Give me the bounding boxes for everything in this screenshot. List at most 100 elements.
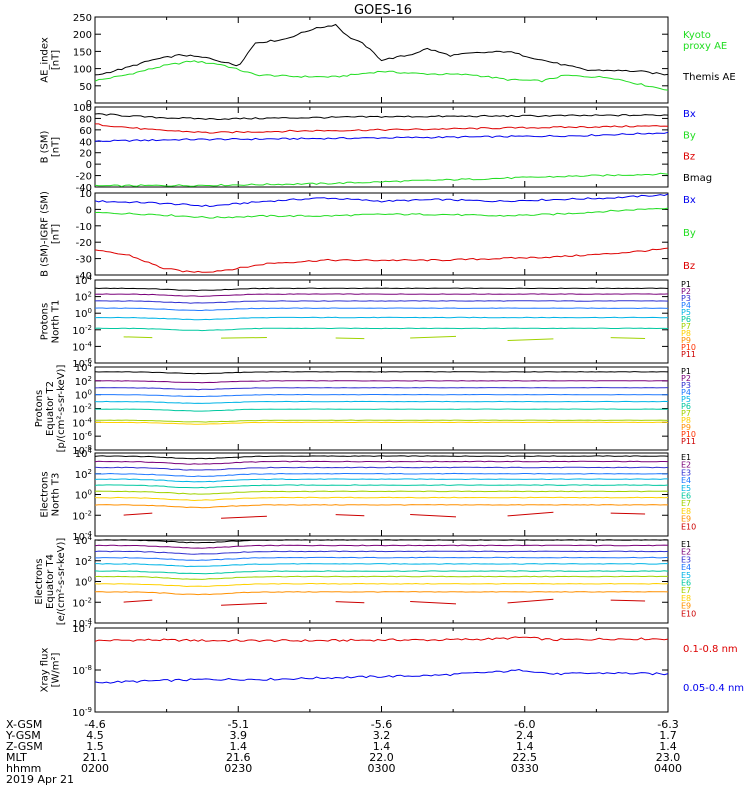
- series-line-by: [94, 207, 669, 219]
- channel-legend-label: P10: [681, 343, 696, 352]
- legend-label: By: [683, 130, 696, 141]
- series-line-p2: [95, 380, 669, 384]
- y-tick-label: 10-2: [72, 403, 92, 416]
- x-axis-value: -5.6: [371, 718, 392, 731]
- channel-legend-label: E10: [681, 609, 696, 618]
- series-segment-e10: [221, 515, 267, 519]
- channel-legend-label: P6: [681, 402, 691, 411]
- x-axis-value: 2.4: [516, 729, 534, 742]
- channel-legend-label: P9: [681, 423, 691, 432]
- series-line-p4: [94, 307, 669, 311]
- series-line-p1: [94, 287, 669, 292]
- series-segment-e10: [221, 602, 267, 606]
- plot-title: GOES-16: [354, 3, 412, 18]
- y-tick-label: 100: [75, 389, 92, 402]
- channel-legend-label: P10: [681, 430, 696, 439]
- y-axis-label: Equator T4: [45, 554, 56, 609]
- legend-label: By: [683, 228, 696, 239]
- y-tick-label: -40: [76, 271, 92, 282]
- y-tick-label: 10-2: [72, 596, 92, 609]
- channel-legend-label: E2: [681, 548, 691, 557]
- channel-legend-label: P5: [681, 395, 691, 404]
- y-tick-label: 50: [79, 82, 92, 93]
- y-tick-label: -20: [76, 238, 92, 249]
- series-segment-p7: [221, 337, 267, 339]
- channel-legend-label: E8: [681, 594, 691, 603]
- x-axis-row-label: Z-GSM: [6, 740, 43, 753]
- y-axis-label: [nT]: [51, 224, 62, 244]
- channel-legend-label: E6: [681, 492, 691, 501]
- y-tick-label: 10-6: [72, 430, 92, 443]
- series-line-e7: [94, 575, 668, 580]
- x-axis-value: 0200: [81, 762, 109, 775]
- channel-legend-label: E4: [681, 476, 691, 485]
- x-axis-value: 1.4: [230, 740, 248, 753]
- y-axis-label: Xray flux: [40, 648, 51, 693]
- channel-legend-label: E7: [681, 499, 691, 508]
- series-line-p5: [94, 400, 669, 404]
- y-tick-label: 100: [75, 307, 92, 320]
- x-axis-value: 0230: [224, 762, 252, 775]
- y-axis-label: [nT]: [51, 50, 62, 70]
- series-segment-p7: [507, 338, 554, 341]
- series-line-p3: [94, 300, 669, 304]
- series-line-e3: [94, 550, 669, 555]
- x-axis-value: 1.4: [659, 740, 677, 753]
- channel-legend-label: P11: [681, 437, 696, 446]
- x-axis-value: -6.0: [514, 718, 535, 731]
- series-segment-p7: [123, 336, 153, 339]
- y-axis-label: [e/(cm²-s-sr-keV)]: [56, 538, 67, 626]
- channel-legend-label: P3: [681, 381, 691, 390]
- y-tick-label: 0: [86, 99, 92, 110]
- channel-legend-label: P8: [681, 329, 691, 338]
- panel-frame: [94, 452, 669, 537]
- y-tick-label: 102: [75, 468, 92, 481]
- series-line-0-05-0-4-nm: [94, 668, 669, 684]
- series-segment-e10: [507, 511, 554, 517]
- channel-legend-label: E9: [681, 602, 691, 611]
- x-axis-value: 3.9: [230, 729, 248, 742]
- y-tick-label: 104: [75, 534, 93, 547]
- y-tick-label: -30: [76, 255, 92, 266]
- legend-label: 0.1-0.8 nm: [683, 644, 738, 655]
- y-axis-label: Electrons: [40, 471, 51, 517]
- channel-legend-label: E5: [681, 571, 691, 580]
- series-line-e1: [94, 539, 669, 544]
- series-line-by: [94, 172, 669, 188]
- x-axis-value: 22.0: [369, 751, 394, 764]
- channel-legend-label: P4: [681, 301, 691, 310]
- series-segment-e10: [335, 514, 365, 517]
- series-line-p2: [94, 293, 669, 297]
- y-tick-label: 10-7: [72, 622, 92, 635]
- series-line-e8: [94, 582, 669, 588]
- series-segment-p7: [610, 337, 646, 339]
- series-line-0-1-0-8-nm: [94, 636, 669, 643]
- series-segment-e10: [410, 601, 457, 605]
- x-axis-value: 21.1: [83, 751, 108, 764]
- y-tick-label: 40: [79, 137, 92, 148]
- channel-legend-label: E3: [681, 468, 691, 477]
- series-segment-p7: [410, 335, 457, 339]
- series-line-p6: [95, 408, 669, 412]
- channel-legend-label: E1: [681, 540, 691, 549]
- x-axis-value: 0330: [511, 762, 539, 775]
- series-line-bx: [94, 131, 669, 142]
- y-tick-label: 10-2: [72, 324, 92, 337]
- y-axis-label: Protons: [34, 390, 45, 427]
- channel-legend-label: P4: [681, 388, 691, 397]
- series-line-p6: [94, 327, 669, 332]
- channel-legend-label: P7: [681, 322, 691, 331]
- channel-legend-label: E2: [681, 461, 691, 470]
- channel-legend-label: P11: [681, 350, 696, 359]
- series-line-e2: [94, 544, 669, 549]
- channel-legend-label: P1: [681, 280, 691, 289]
- y-tick-label: -10: [76, 222, 92, 233]
- channel-legend-label: E1: [681, 453, 691, 462]
- series-line-p3: [94, 386, 669, 391]
- legend-label: Bz: [683, 152, 695, 163]
- channel-legend-label: P6: [681, 315, 691, 324]
- series-line-e4: [95, 472, 668, 478]
